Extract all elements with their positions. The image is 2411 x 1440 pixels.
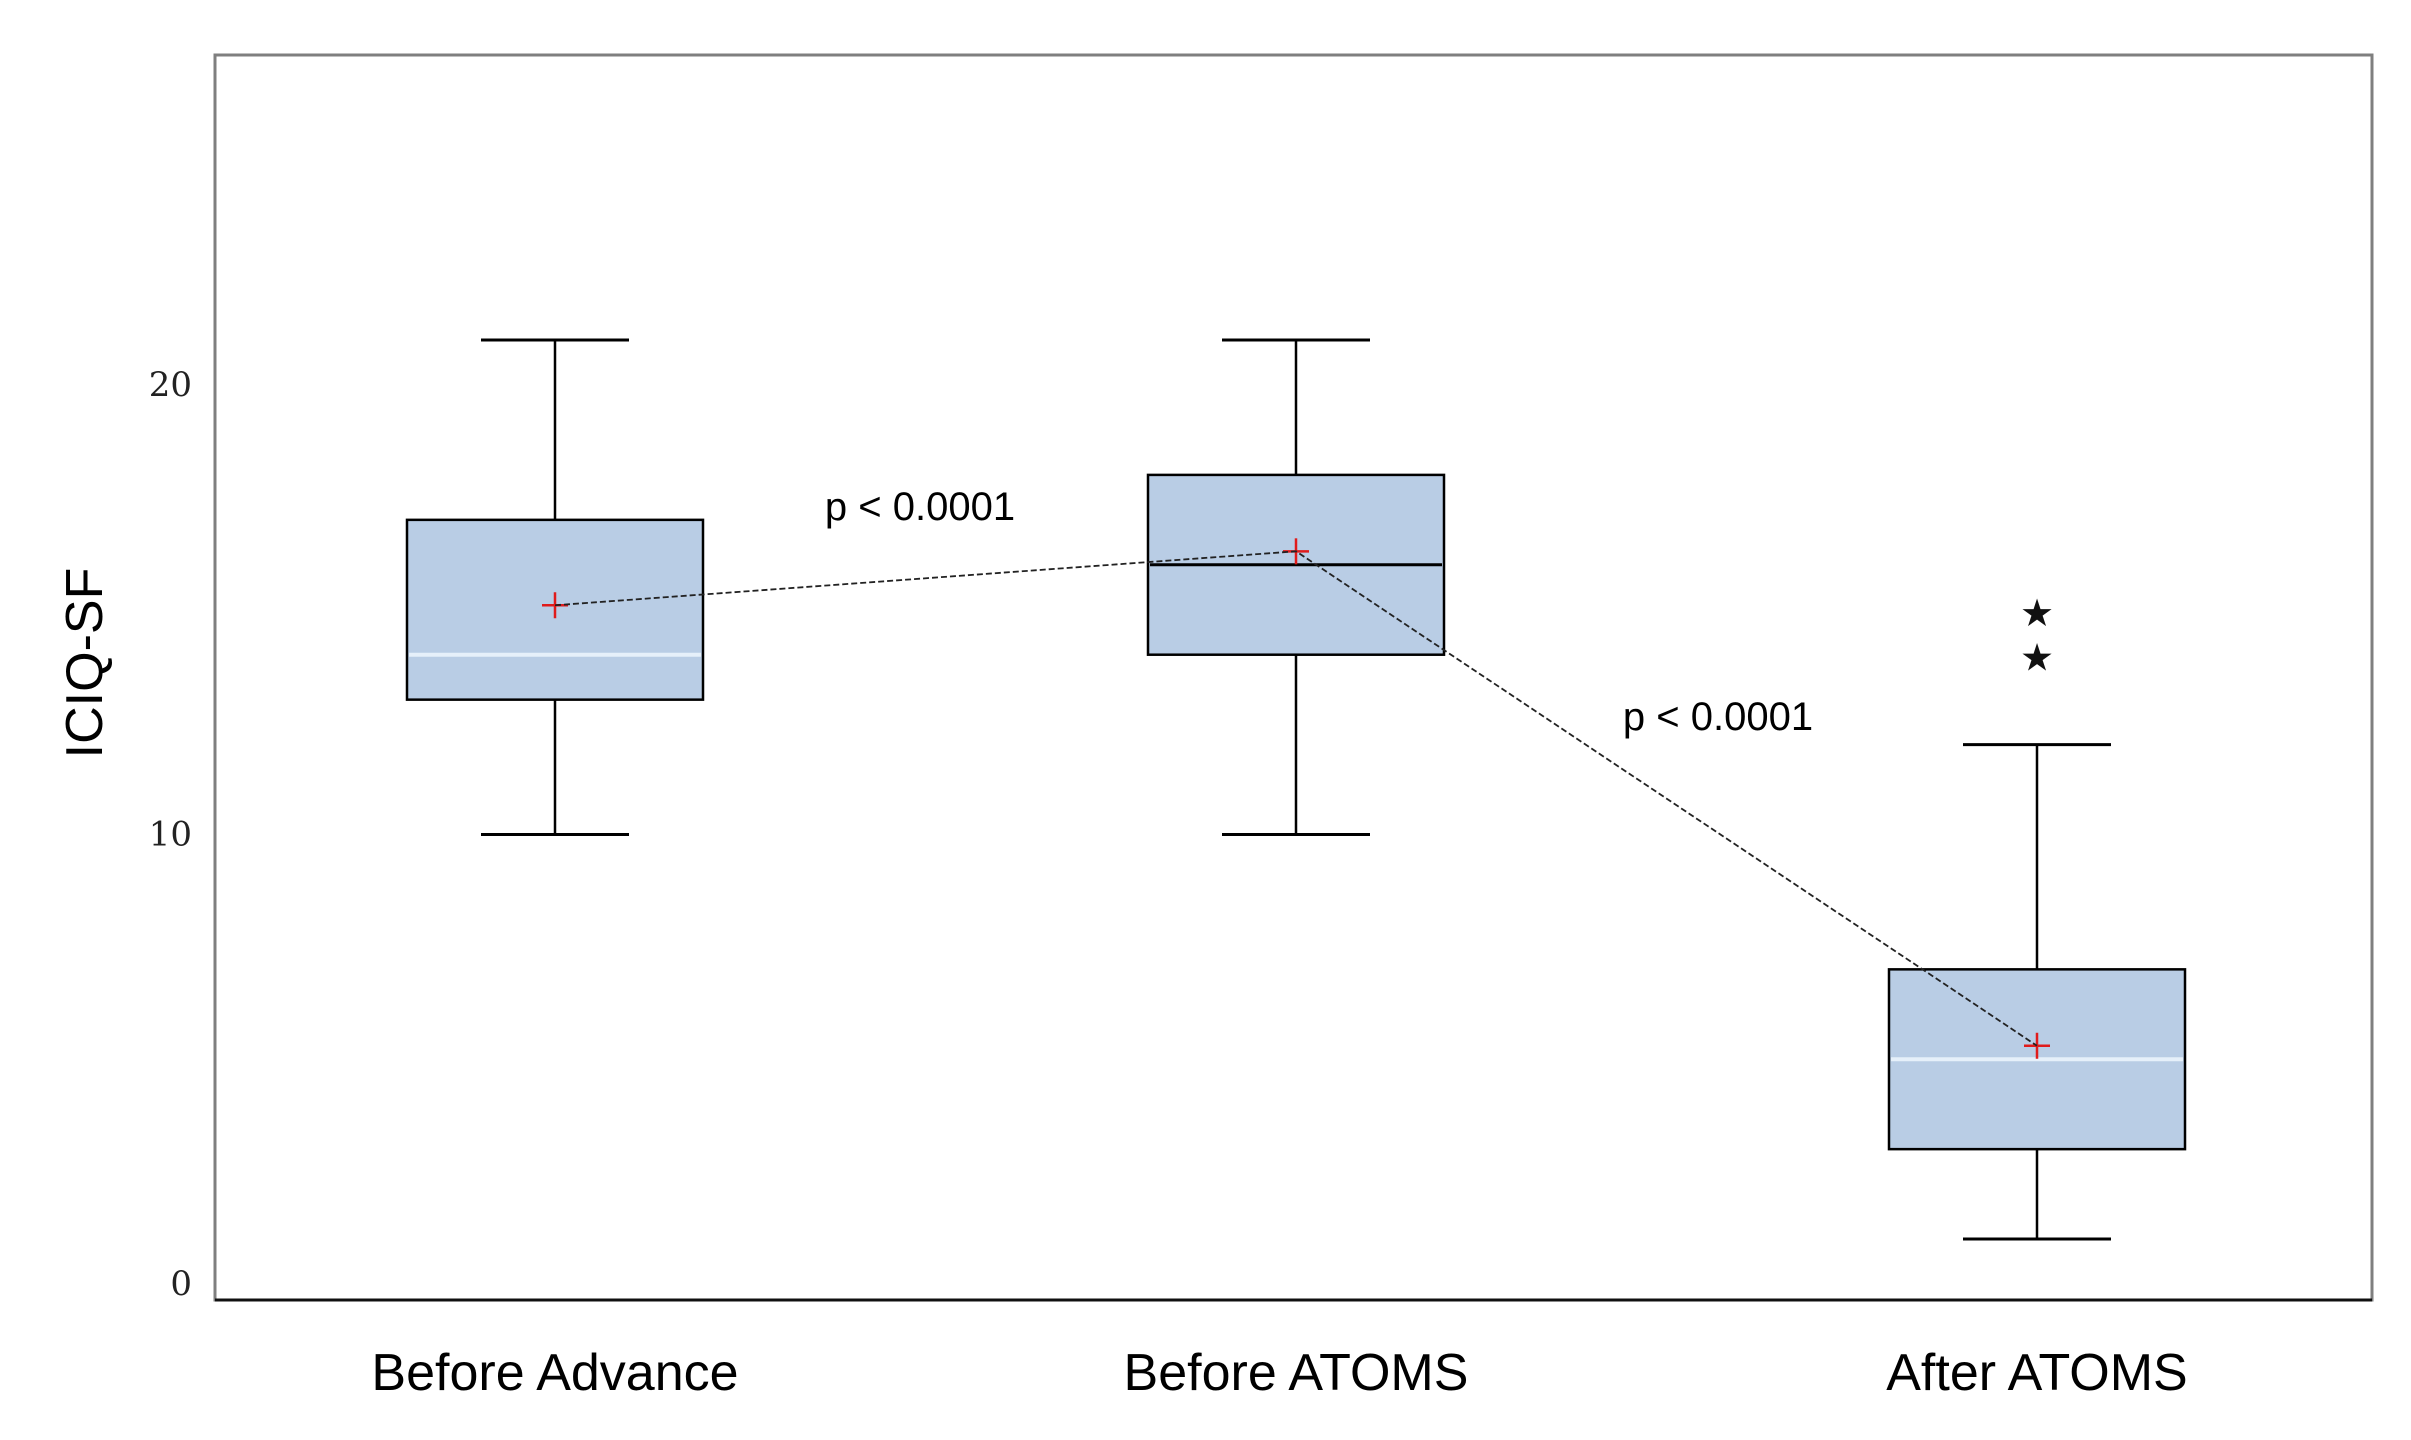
box-group bbox=[405, 338, 705, 836]
p-value-annotation: p < 0.0001 bbox=[1623, 695, 1813, 739]
box-group bbox=[1146, 338, 1446, 836]
annotations: p < 0.0001 p < 0.0001 bbox=[825, 485, 1813, 739]
y-tick-label: 10 bbox=[149, 815, 192, 855]
y-tick-label: 20 bbox=[149, 365, 192, 405]
y-axis-label: ICIQ-SF bbox=[56, 568, 114, 759]
y-ticks: 0 10 20 bbox=[149, 365, 192, 1304]
box-group: ★★ bbox=[1887, 591, 2187, 1241]
y-tick-label: 0 bbox=[170, 1264, 192, 1304]
x-category-label: Before Advance bbox=[371, 1344, 738, 1402]
mean-trend-line bbox=[554, 550, 2038, 1047]
outlier-marker: ★ bbox=[2020, 591, 2054, 635]
outlier-marker: ★ bbox=[2020, 636, 2054, 680]
x-category-label: Before ATOMS bbox=[1124, 1344, 1469, 1402]
p-value-annotation: p < 0.0001 bbox=[825, 485, 1015, 529]
mean-connector bbox=[554, 550, 2038, 1047]
box-plots: ★★ bbox=[405, 338, 2187, 1241]
x-category-label: After ATOMS bbox=[1886, 1344, 2188, 1402]
category-labels: Before Advance Before ATOMS After ATOMS bbox=[371, 1344, 2187, 1402]
